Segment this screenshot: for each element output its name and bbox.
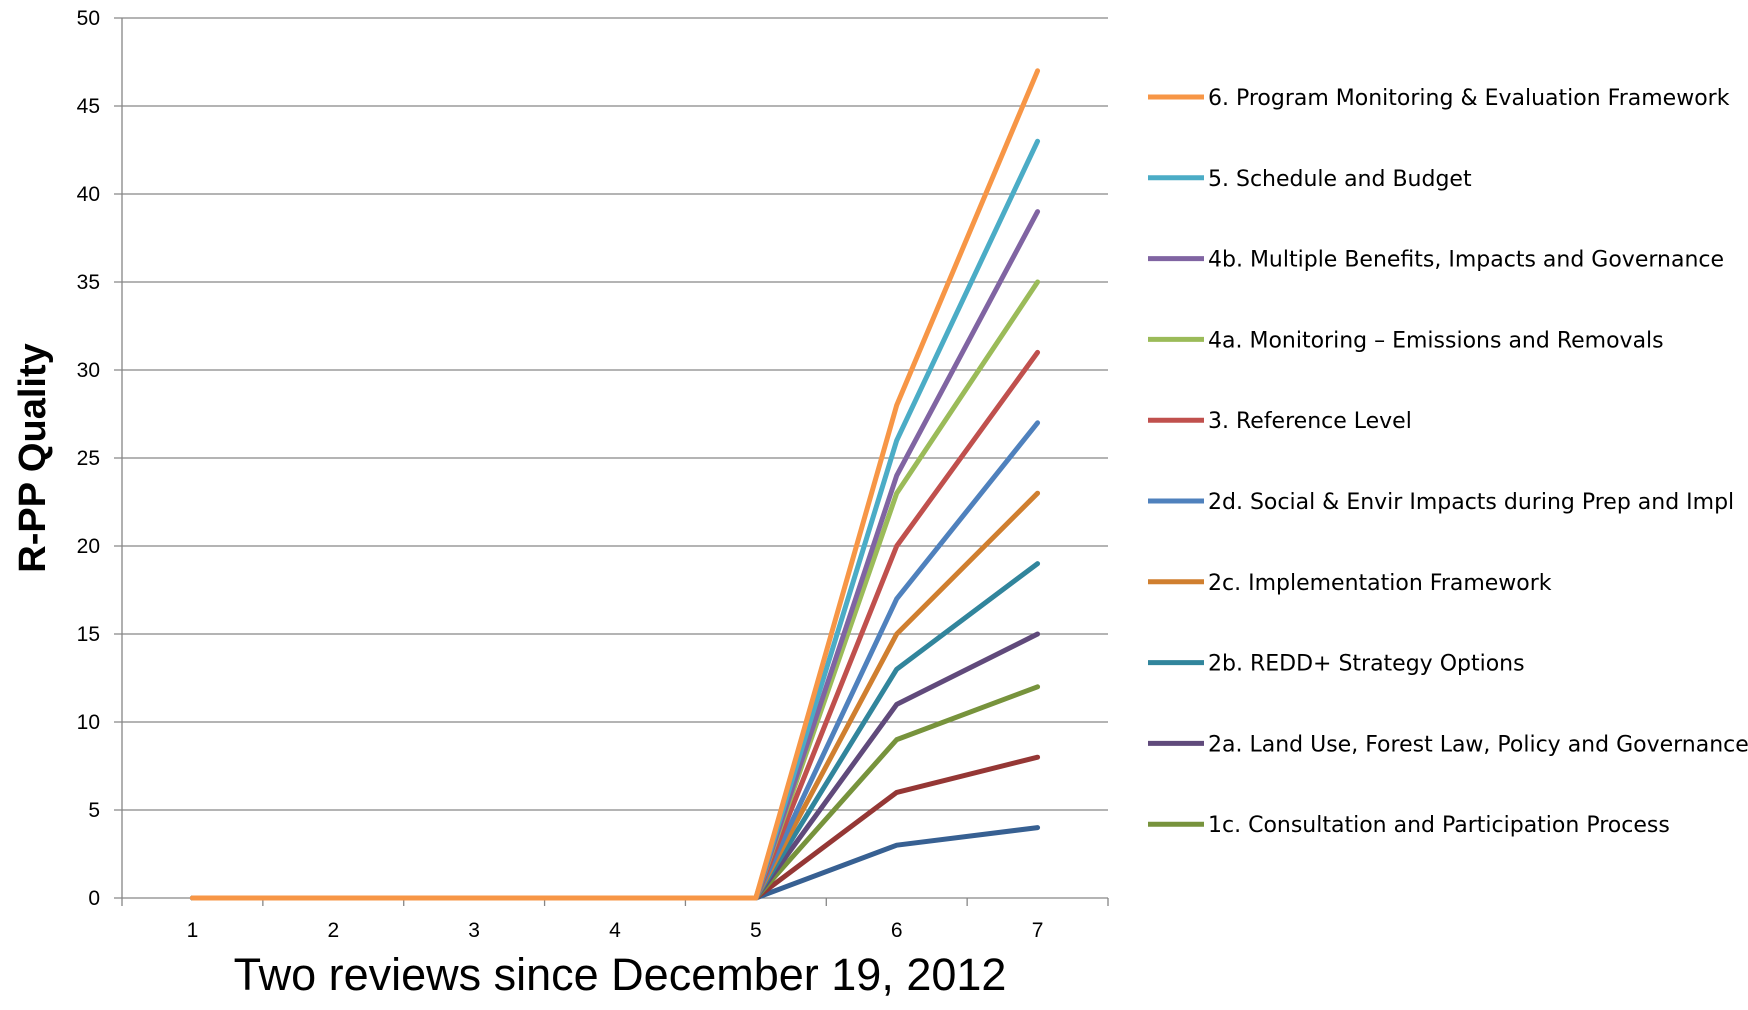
series-lines	[189, 68, 1041, 901]
legend-item: 2c. Implementation Framework	[1148, 571, 1552, 596]
y-tick-label: 15	[77, 623, 100, 646]
y-tick-label: 25	[77, 447, 100, 470]
series-line	[189, 68, 1041, 901]
legend-label: 3. Reference Level	[1208, 409, 1412, 434]
legend-item: 5. Schedule and Budget	[1148, 167, 1472, 192]
series-line	[189, 754, 1041, 901]
legend-item: 4a. Monitoring – Emissions and Removals	[1148, 328, 1664, 353]
x-tick-label: 7	[1032, 919, 1044, 942]
legend-label: 1c. Consultation and Participation Proce…	[1208, 813, 1670, 838]
legend: 6. Program Monitoring & Evaluation Frame…	[1148, 86, 1748, 838]
series-line	[189, 209, 1041, 901]
y-tick-label: 0	[88, 887, 100, 910]
series-line	[189, 349, 1041, 901]
legend-item: 2d. Social & Envir Impacts during Prep a…	[1148, 490, 1734, 515]
y-tick-label: 30	[77, 359, 100, 382]
legend-label: 4a. Monitoring – Emissions and Removals	[1208, 328, 1664, 353]
legend-item: 3. Reference Level	[1148, 409, 1412, 434]
y-axis-ticks: 0 5 10 15 20 25 30 35 40 45 50	[77, 7, 100, 910]
legend-item: 6. Program Monitoring & Evaluation Frame…	[1148, 86, 1730, 111]
series-line	[189, 631, 1041, 901]
series-line	[189, 138, 1041, 901]
y-tick-label: 40	[77, 183, 100, 206]
legend-label: 6. Program Monitoring & Evaluation Frame…	[1208, 86, 1730, 111]
x-axis-ticks: 1 2 3 4 5 6 7	[187, 919, 1044, 942]
legend-label: 2a. Land Use, Forest Law, Policy and Gov…	[1208, 732, 1748, 757]
legend-label: 2c. Implementation Framework	[1208, 571, 1552, 596]
x-tick-label: 5	[750, 919, 762, 942]
y-axis-label: R-PP Quality	[12, 343, 54, 572]
x-tick-label: 6	[891, 919, 903, 942]
x-tick-label: 4	[609, 919, 621, 942]
legend-item: 4b. Multiple Benefits, Impacts and Gover…	[1148, 248, 1724, 273]
legend-label: 4b. Multiple Benefits, Impacts and Gover…	[1208, 248, 1724, 273]
legend-label: 2b. REDD+ Strategy Options	[1208, 652, 1525, 677]
y-tick-label: 50	[77, 7, 100, 30]
y-tick-label: 20	[77, 535, 100, 558]
x-axis-label: Two reviews since December 19, 2012	[234, 949, 1007, 1000]
x-tick-label: 2	[327, 919, 339, 942]
legend-item: 1c. Consultation and Participation Proce…	[1148, 813, 1670, 838]
legend-item: 2a. Land Use, Forest Law, Policy and Gov…	[1148, 732, 1748, 757]
legend-label: 2d. Social & Envir Impacts during Prep a…	[1208, 490, 1734, 515]
x-tick-label: 3	[468, 919, 480, 942]
series-line	[189, 684, 1041, 901]
y-tick-label: 10	[77, 711, 100, 734]
gridlines	[114, 17, 1109, 906]
y-tick-label: 35	[77, 271, 100, 294]
y-tick-label: 45	[77, 95, 100, 118]
series-line	[189, 561, 1041, 901]
legend-item: 2b. REDD+ Strategy Options	[1148, 652, 1525, 677]
x-tick-label: 1	[187, 919, 199, 942]
y-tick-label: 5	[88, 799, 100, 822]
series-line	[189, 825, 1041, 901]
legend-label: 5. Schedule and Budget	[1208, 167, 1472, 192]
